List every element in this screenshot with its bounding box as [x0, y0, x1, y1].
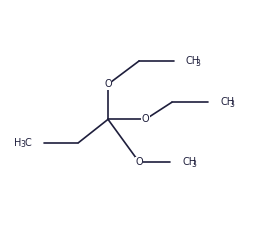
Text: 3: 3: [190, 160, 195, 169]
Text: O: O: [104, 79, 112, 89]
Text: O: O: [135, 157, 142, 167]
Text: 3: 3: [21, 141, 26, 149]
Text: C: C: [24, 138, 31, 148]
Text: CH: CH: [219, 97, 233, 107]
Text: CH: CH: [185, 56, 199, 66]
Text: 3: 3: [194, 59, 199, 68]
Text: 3: 3: [228, 100, 233, 109]
Text: CH: CH: [181, 157, 195, 167]
Text: O: O: [141, 114, 149, 124]
Text: H: H: [14, 138, 21, 148]
